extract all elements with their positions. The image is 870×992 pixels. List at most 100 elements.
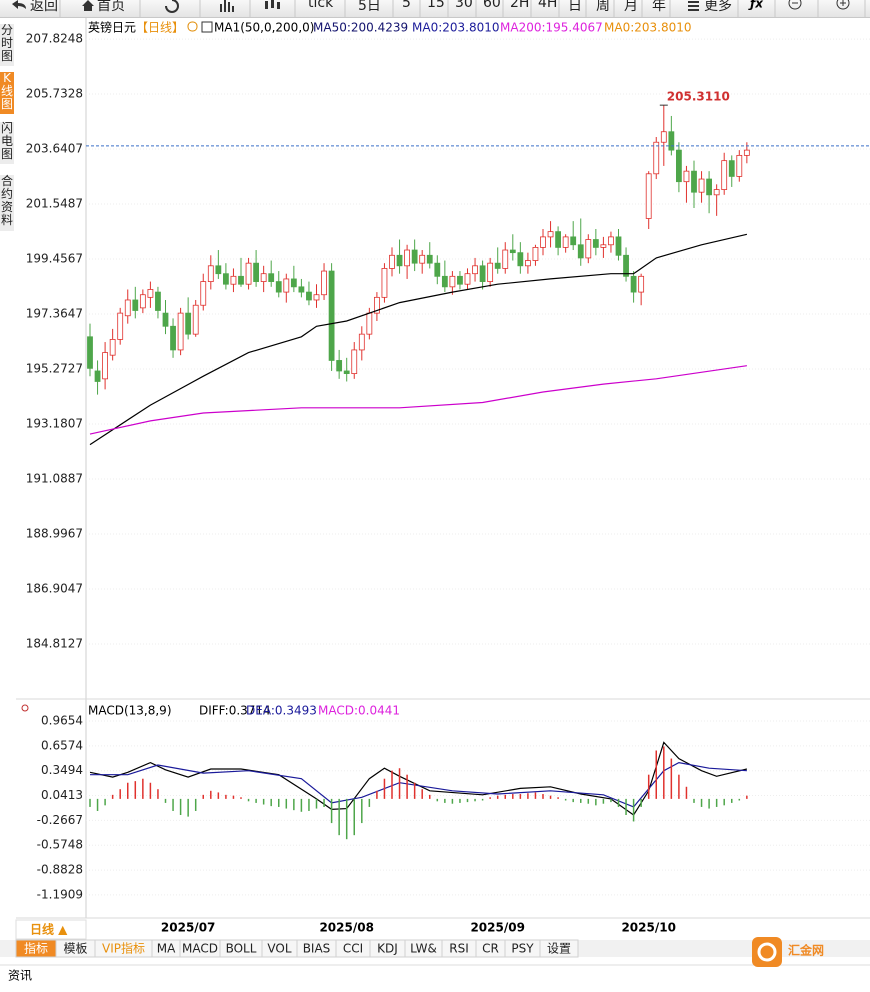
settings-icon[interactable] [21, 704, 29, 712]
indicator-tab[interactable]: 模板 [63, 942, 87, 956]
candle-body [540, 236, 546, 248]
x-tick-label: 2025/07 [161, 921, 215, 935]
y-tick-label: 188.9967 [26, 527, 83, 541]
bars-icon[interactable] [220, 0, 234, 12]
indicator-tab[interactable]: PSY [511, 942, 534, 956]
candle-body [698, 178, 705, 193]
candle-icon[interactable] [265, 0, 280, 9]
toolbar-button[interactable]: 5日 [358, 0, 381, 14]
toolbar-button[interactable]: 返回 [30, 0, 58, 14]
candle-body [426, 254, 433, 264]
indicator-tab[interactable]: LW& [410, 942, 437, 956]
toolbar-button[interactable]: 5 [402, 0, 411, 11]
candle-body [592, 239, 599, 248]
y-tick-label: 203.6407 [26, 142, 83, 156]
y-tick-label: 184.8127 [26, 637, 83, 651]
candle-body [502, 249, 509, 269]
candle-body [170, 325, 176, 351]
candle-body [570, 236, 577, 246]
toolbar-icons: ƒx [12, 0, 866, 17]
toolbar-button[interactable]: 周 [596, 0, 610, 14]
candle-body [411, 249, 418, 264]
toolbar-button[interactable]: 首页 [97, 0, 125, 14]
indicator-tab[interactable]: RSI [449, 942, 469, 956]
logo-icon [752, 937, 782, 967]
candle-body [660, 131, 667, 143]
series-line [90, 761, 747, 808]
period-selector[interactable]: 日线 ▲ [30, 922, 68, 937]
zoom-out-icon[interactable] [788, 0, 802, 10]
toolbar-button[interactable]: 4H [538, 0, 558, 11]
legend-entry: DIFF:0.3714 [199, 704, 271, 718]
toolbar-button[interactable]: 30 [455, 0, 473, 11]
indicator-tab[interactable]: BOLL [226, 942, 257, 956]
candle-body [290, 278, 297, 288]
candle-body [577, 244, 584, 259]
candle-body [449, 275, 456, 288]
y-tick-label: 199.4567 [26, 252, 83, 266]
series-line [89, 365, 747, 435]
candle-body [94, 370, 101, 382]
candle-body [713, 189, 720, 196]
candle-body [306, 291, 312, 301]
candle-body [260, 273, 267, 282]
zoom-in-icon[interactable] [836, 0, 850, 10]
x-tick-label: 2025/09 [470, 921, 524, 935]
indicator-tab[interactable]: CCI [343, 942, 363, 956]
fx-icon[interactable]: ƒx [748, 0, 764, 11]
indicator-tab[interactable]: 指标 [24, 941, 48, 956]
toolbar-button[interactable]: 更多 [704, 0, 732, 14]
y-tick-label: 186.9047 [26, 582, 83, 596]
side-tab[interactable]: K线图 [0, 72, 14, 114]
candle-body [668, 131, 675, 151]
side-tab[interactable]: 合约资料 [0, 175, 14, 231]
indicator-tab[interactable]: BIAS [303, 942, 331, 956]
candle-body [555, 231, 561, 248]
chart-title: MACD(13,8,9) [88, 704, 172, 718]
candle-body [366, 312, 373, 335]
candle-body [441, 275, 448, 288]
indicator-icon[interactable] [201, 21, 213, 33]
toolbar-button[interactable]: 日 [568, 0, 582, 14]
home-icon[interactable] [82, 0, 94, 11]
side-tab[interactable]: 分时图 [0, 24, 14, 66]
candle-body [313, 294, 320, 301]
legend-entry: MA0:203.8010 [604, 21, 692, 35]
minus-icon[interactable] [187, 21, 198, 32]
period-box [15, 919, 87, 940]
menu-icon[interactable] [688, 1, 699, 11]
toolbar-button[interactable]: 月 [624, 0, 638, 14]
back-icon[interactable] [12, 0, 26, 9]
candle-body [525, 260, 531, 267]
candle-body [343, 370, 350, 374]
indicator-tab[interactable]: CR [482, 942, 499, 956]
candle-body [457, 275, 463, 285]
candle-body [87, 336, 93, 369]
toolbar-button[interactable]: 2H [510, 0, 530, 11]
candle-body [336, 360, 343, 372]
toolbar-button[interactable]: tick [308, 0, 334, 11]
y-tick-label: 0.9654 [41, 714, 83, 728]
candle-body [472, 265, 478, 275]
indicator-tab[interactable]: 设置 [547, 942, 571, 956]
candle-body [736, 154, 743, 177]
candle-body [321, 270, 327, 296]
high-annotation: 205.3110 [667, 90, 730, 104]
candle-body [494, 262, 501, 269]
candle-body [389, 254, 395, 269]
indicator-tab[interactable]: VIP指标 [102, 941, 145, 956]
indicator-tab[interactable]: KDJ [377, 942, 398, 956]
candle-body [207, 265, 214, 282]
candle-body [298, 286, 305, 293]
toolbar-button[interactable]: 60 [483, 0, 501, 11]
candle-body [351, 349, 358, 374]
toolbar-button[interactable]: 15 [427, 0, 445, 11]
refresh-icon[interactable] [165, 0, 179, 13]
news-tab[interactable]: 资讯 [8, 969, 32, 983]
indicator-tab[interactable]: VOL [267, 942, 291, 956]
indicator-tab[interactable]: MA [157, 942, 176, 956]
side-tab[interactable]: 闪电图 [0, 122, 14, 164]
toolbar-button[interactable]: 年 [652, 0, 666, 14]
indicator-tab[interactable]: MACD [182, 942, 218, 956]
